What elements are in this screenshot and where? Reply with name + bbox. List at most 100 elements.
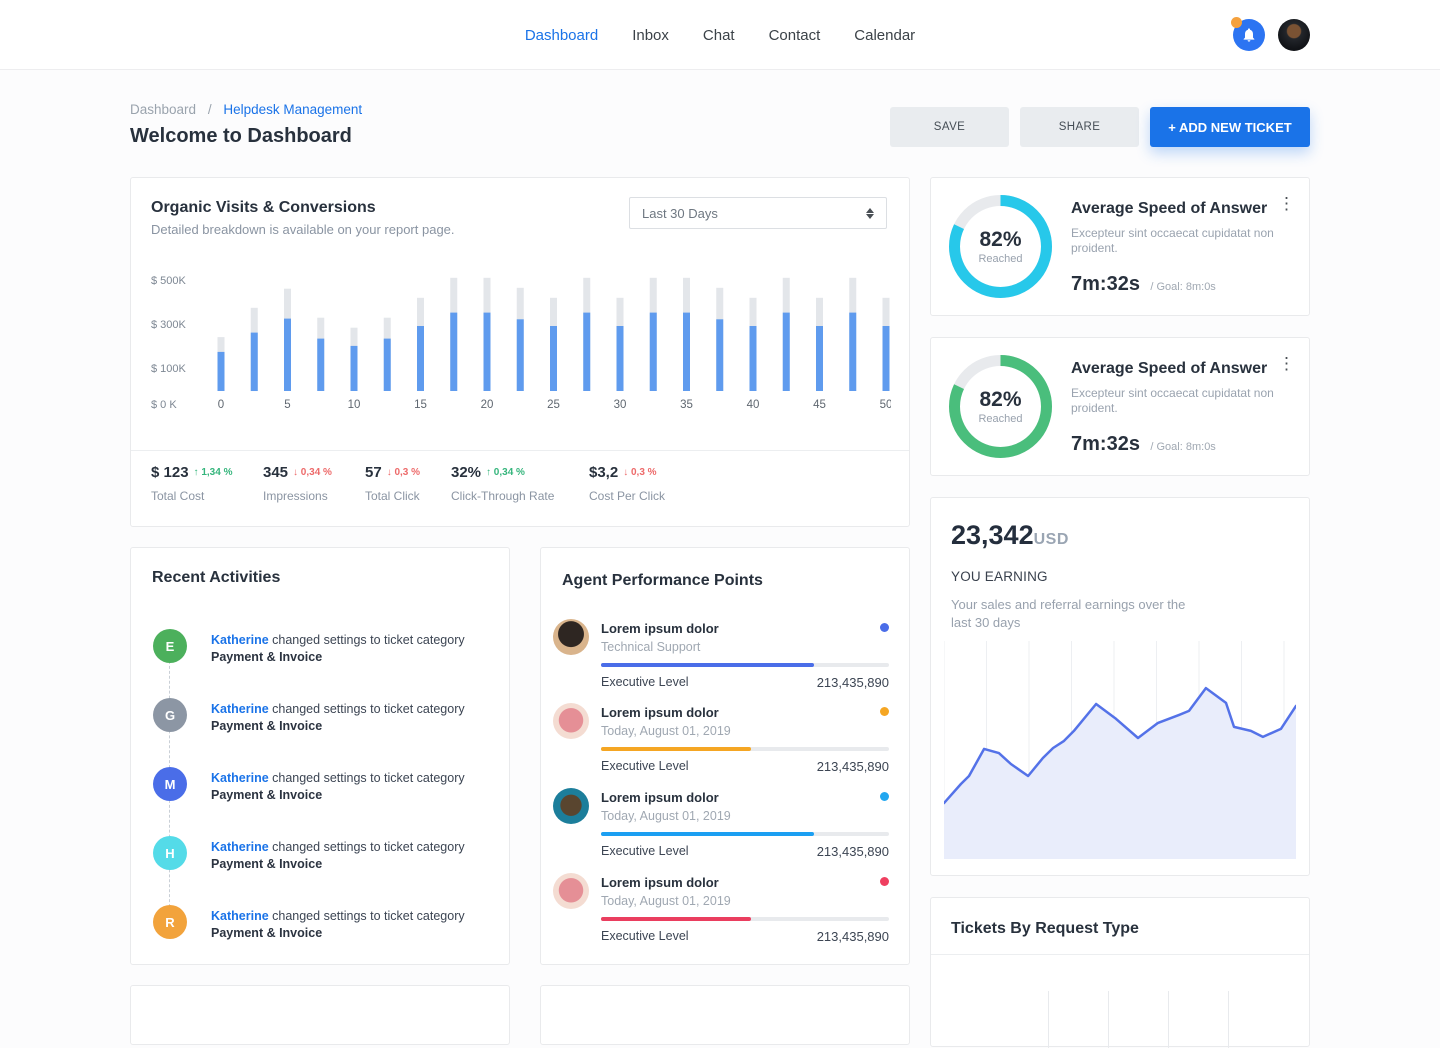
agent-level-row: Executive Level 213,435,890 xyxy=(601,759,889,774)
status-dot-icon xyxy=(880,792,889,801)
save-button[interactable]: SAVE xyxy=(890,107,1009,147)
agent-item: Lorem ipsum dolor Today, August 01, 2019 E… xyxy=(553,873,889,955)
agent-points-value: 213,435,890 xyxy=(816,929,889,944)
notification-badge xyxy=(1231,17,1242,28)
activity-actor[interactable]: Katherine xyxy=(211,840,269,854)
svg-text:$ 300K: $ 300K xyxy=(151,319,187,331)
earnings-desc: Your sales and referral earnings over th… xyxy=(951,597,1186,630)
add-new-ticket-button[interactable]: + ADD NEW TICKET xyxy=(1150,107,1310,147)
nav-item-chat[interactable]: Chat xyxy=(702,26,735,44)
gridline xyxy=(1228,991,1229,1048)
divider xyxy=(131,450,909,451)
stat-label: Click-Through Rate xyxy=(451,489,555,503)
svg-text:25: 25 xyxy=(547,399,560,411)
activity-category: Payment & Invoice xyxy=(211,857,323,871)
nav-item-calendar[interactable]: Calendar xyxy=(854,26,916,44)
tickets-by-request-card: Tickets By Request Type xyxy=(930,897,1310,1048)
activity-avatar: E xyxy=(153,629,187,663)
stat-label: Total Click xyxy=(365,489,420,503)
earnings-amount: 23,342USD xyxy=(951,520,1069,550)
avg-speed-card-2: 82% Reached Average Speed of Answer ⋮ Ex… xyxy=(930,337,1310,476)
svg-text:35: 35 xyxy=(680,399,693,411)
nav-item-inbox[interactable]: Inbox xyxy=(632,26,669,44)
donut-reached-label: Reached xyxy=(978,253,1023,265)
avg-speed-time: 7m:32s xyxy=(1071,273,1140,295)
agent-avatar xyxy=(553,619,589,655)
avg-speed-desc: Excepteur sint occaecat cupidatat non pr… xyxy=(1071,226,1274,255)
earnings-currency: USD xyxy=(1033,531,1069,548)
share-button[interactable]: SHARE xyxy=(1020,107,1139,147)
nav-item-dashboard[interactable]: Dashboard xyxy=(524,26,599,44)
top-bar: Dashboard Inbox Chat Contact Calendar xyxy=(0,0,1440,70)
more-menu-icon[interactable]: ⋮ xyxy=(1278,354,1295,373)
agent-level-row: Executive Level 213,435,890 xyxy=(601,844,889,859)
agent-points-value: 213,435,890 xyxy=(816,844,889,859)
stat-click-through-rate: 32% ↑ 0,34 % Click-Through Rate xyxy=(451,464,589,503)
activity-avatar: R xyxy=(153,905,187,939)
agent-level-row: Executive Level 213,435,890 xyxy=(601,675,889,690)
breadcrumb-current[interactable]: Helpdesk Management xyxy=(223,102,363,117)
agent-level-label: Executive Level xyxy=(601,675,689,689)
avg-speed-goal: / Goal: 8m:0s xyxy=(1150,441,1216,453)
organic-visits-subtitle: Detailed breakdown is available on your … xyxy=(151,222,455,237)
agent-progress-fill xyxy=(601,917,751,921)
earnings-card: 23,342USD YOU EARNING Your sales and ref… xyxy=(930,497,1310,876)
agent-name: Lorem ipsum dolor xyxy=(601,790,719,805)
svg-text:$ 500K: $ 500K xyxy=(151,275,187,287)
status-dot-icon xyxy=(880,877,889,886)
activity-actor[interactable]: Katherine xyxy=(211,909,269,923)
activity-avatar: M xyxy=(153,767,187,801)
avg-speed-title: Average Speed of Answer xyxy=(1071,200,1268,217)
agent-level-row: Executive Level 213,435,890 xyxy=(601,929,889,944)
avg-speed-card-1: 82% Reached Average Speed of Answer ⋮ Ex… xyxy=(930,177,1310,316)
avg-speed-desc: Excepteur sint occaecat cupidatat non pr… xyxy=(1071,386,1274,415)
agent-subtitle: Today, August 01, 2019 xyxy=(601,894,731,908)
activity-actor[interactable]: Katherine xyxy=(211,633,269,647)
agent-item: Lorem ipsum dolor Today, August 01, 2019 E… xyxy=(553,703,889,785)
stat-value: 57 xyxy=(365,464,382,481)
stat-cost-per-click: $3,2 ↓ 0,3 % Cost Per Click xyxy=(589,464,739,503)
activity-actor[interactable]: Katherine xyxy=(211,771,269,785)
recent-activities-card: Recent Activities E Katherine changed set… xyxy=(130,547,510,965)
breadcrumb: Dashboard / Helpdesk Management xyxy=(130,102,362,117)
page-title: Welcome to Dashboard xyxy=(130,125,352,147)
more-menu-icon[interactable]: ⋮ xyxy=(1278,194,1295,213)
avg-speed-title: Average Speed of Answer xyxy=(1071,360,1268,377)
activity-category: Payment & Invoice xyxy=(211,650,323,664)
stat-value: 32% xyxy=(451,464,482,481)
bell-icon xyxy=(1243,28,1255,42)
stat-label: Impressions xyxy=(263,489,328,503)
gridline xyxy=(1108,991,1109,1048)
agent-subtitle: Today, August 01, 2019 xyxy=(601,809,731,823)
agent-avatar xyxy=(553,873,589,909)
svg-text:50: 50 xyxy=(880,399,891,411)
activity-category: Payment & Invoice xyxy=(211,926,323,940)
svg-text:$ 100K: $ 100K xyxy=(151,363,187,375)
arrow-up-icon: ↑ 1,34 % xyxy=(193,467,233,478)
organic-visits-card: Organic Visits & Conversions Detailed br… xyxy=(130,177,910,527)
donut-percent: 82% xyxy=(979,388,1022,411)
user-avatar[interactable] xyxy=(1278,19,1310,51)
agent-points-value: 213,435,890 xyxy=(816,675,889,690)
activity-text: Katherine changed settings to ticket cat… xyxy=(211,633,465,664)
agent-performance-card: Agent Performance Points Lorem ipsum dol… xyxy=(540,547,910,965)
agent-performance-title: Agent Performance Points xyxy=(562,572,763,589)
earnings-area-chart xyxy=(944,641,1296,859)
agent-level-label: Executive Level xyxy=(601,844,689,858)
agent-progress-track xyxy=(601,832,889,836)
date-range-value: Last 30 Days xyxy=(642,205,718,221)
nav-item-contact[interactable]: Contact xyxy=(768,26,821,44)
activity-avatar: G xyxy=(153,698,187,732)
date-range-select[interactable]: Last 30 Days xyxy=(629,197,887,229)
tickets-title: Tickets By Request Type xyxy=(951,920,1139,937)
agent-progress-track xyxy=(601,917,889,921)
breadcrumb-dashboard[interactable]: Dashboard xyxy=(130,102,197,117)
notification-bell-button[interactable] xyxy=(1231,17,1265,51)
status-dot-icon xyxy=(880,707,889,716)
activity-actor[interactable]: Katherine xyxy=(211,702,269,716)
svg-text:10: 10 xyxy=(348,399,361,411)
earnings-heading: YOU EARNING xyxy=(951,569,1048,584)
agent-level-label: Executive Level xyxy=(601,929,689,943)
agent-item: Lorem ipsum dolor Today, August 01, 2019 E… xyxy=(553,788,889,870)
top-icons xyxy=(1231,17,1310,51)
